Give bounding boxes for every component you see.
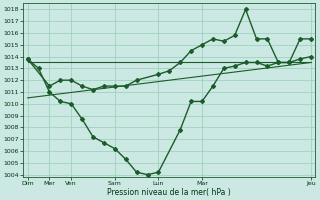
X-axis label: Pression niveau de la mer( hPa ): Pression niveau de la mer( hPa ) xyxy=(108,188,231,197)
